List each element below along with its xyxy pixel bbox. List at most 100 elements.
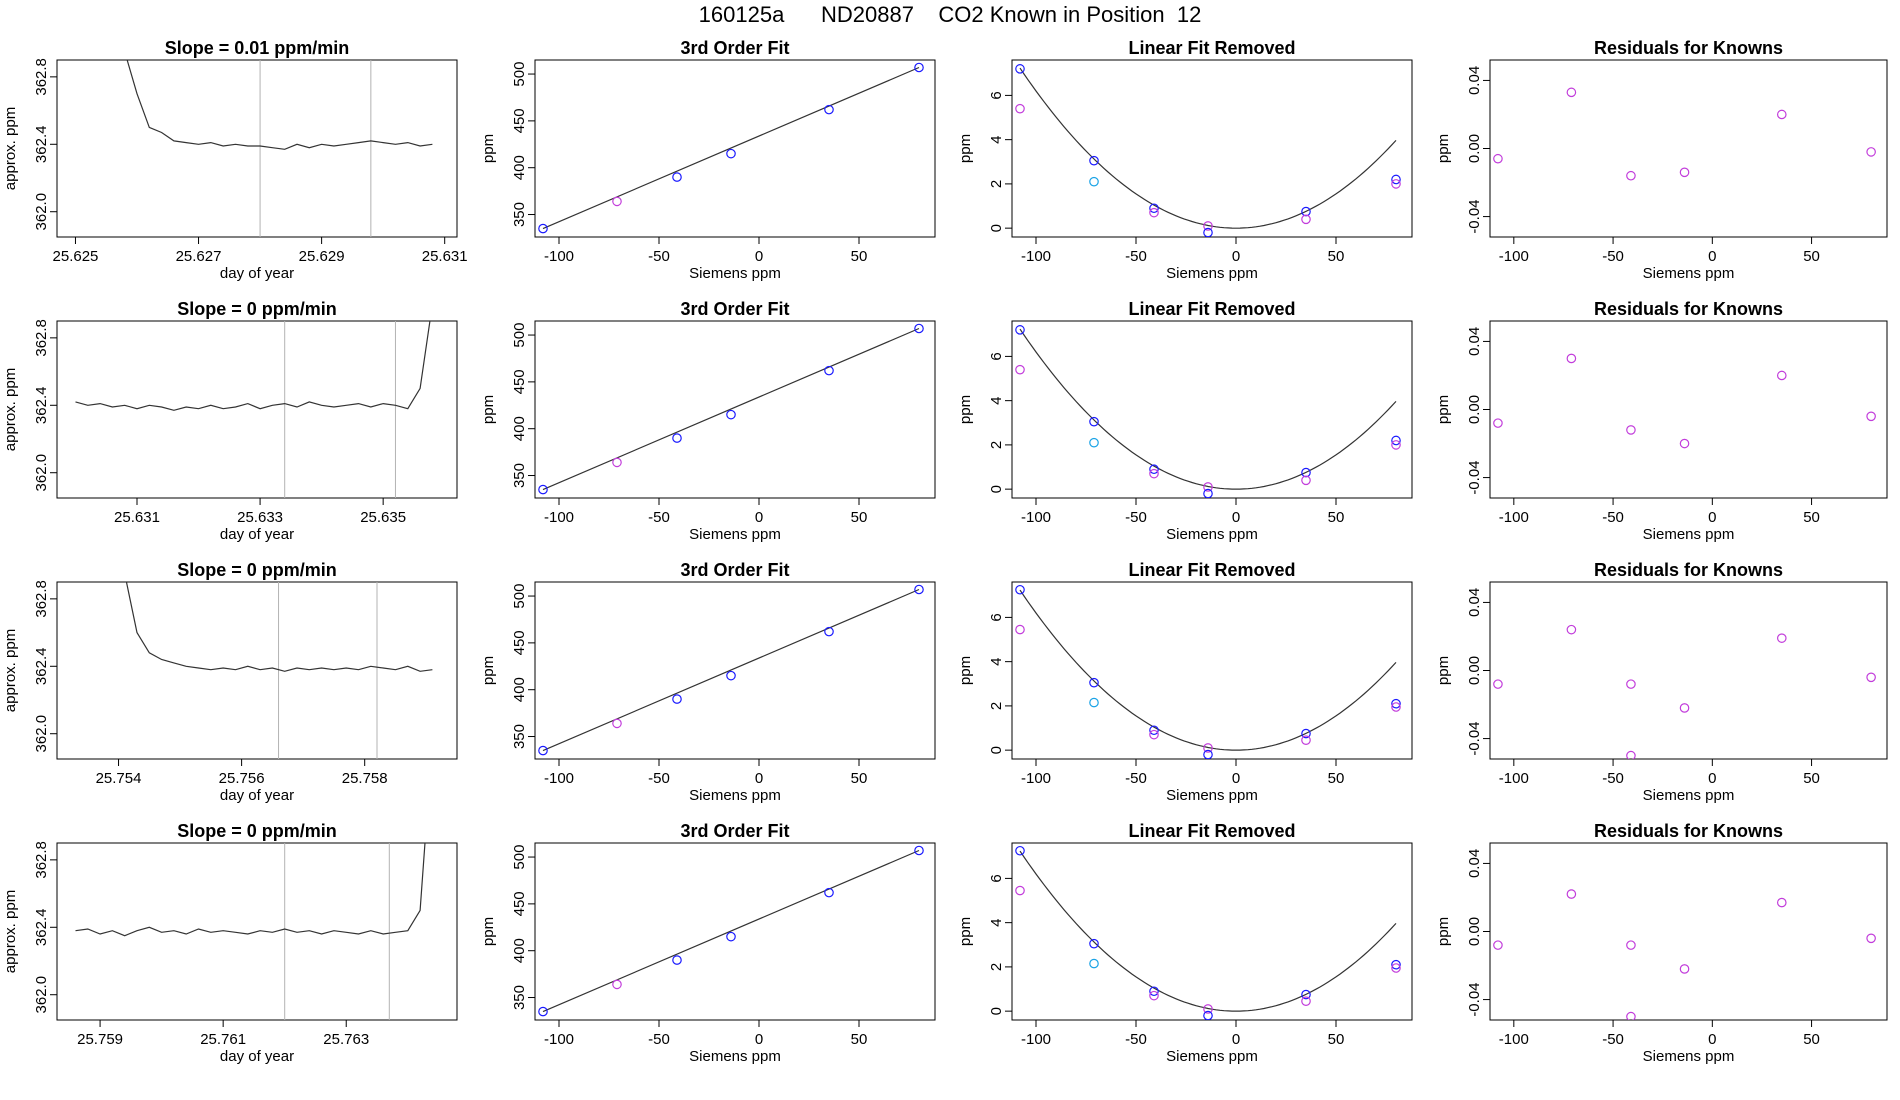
x-tick-label: 50 — [1328, 509, 1345, 526]
y-tick-label: 2 — [988, 180, 1005, 188]
x-axis-label: Siemens ppm — [689, 526, 781, 543]
panel-title: 3rd Order Fit — [680, 38, 789, 58]
panel-timeseries-row3: Slope = 0 ppm/min 25.754 25.756 25.758 362.0… — [2, 560, 458, 804]
data-point — [1149, 986, 1159, 997]
y-tick-label: 0.04 — [1466, 849, 1483, 878]
data-point — [1493, 940, 1503, 950]
data-point — [1203, 1004, 1213, 1014]
data-point — [824, 887, 834, 898]
data-point — [1391, 179, 1401, 189]
series-line — [125, 582, 433, 672]
y-tick-label: 362.4 — [33, 648, 50, 686]
y-tick-label: 400 — [511, 938, 528, 963]
x-tick-label: -50 — [1602, 509, 1624, 526]
data-point — [914, 584, 924, 595]
panel-title: Linear Fit Removed — [1128, 560, 1295, 580]
data-point — [1089, 437, 1099, 448]
x-tick-label: 50 — [1803, 770, 1820, 787]
y-tick-label: 0 — [988, 485, 1005, 493]
y-axis-label: approx. ppm — [2, 890, 19, 973]
panel-residuals-row3: Residuals for Knowns -100 -50 0 50 -0.04 0.00 0… — [1435, 560, 1888, 804]
data-point — [672, 694, 682, 704]
plot-area — [538, 323, 924, 495]
y-tick-label: 450 — [511, 891, 528, 916]
y-axis-label: ppm — [480, 917, 497, 946]
plot-frame — [1489, 59, 1888, 238]
x-tick-label: 50 — [1328, 1031, 1345, 1048]
y-tick-label: 450 — [511, 108, 528, 133]
data-point — [1301, 989, 1311, 1000]
x-tick-label: -100 — [1021, 1031, 1051, 1048]
panel-title: Slope = 0 ppm/min — [177, 299, 337, 319]
y-tick-label: 6 — [988, 352, 1005, 360]
y-tick-label: 4 — [988, 396, 1005, 404]
x-tick-label: 50 — [851, 770, 868, 787]
y-tick-label: 4 — [988, 657, 1005, 665]
data-point — [1493, 418, 1503, 428]
plot-area — [1015, 584, 1401, 759]
y-axis-label: ppm — [957, 917, 974, 946]
x-tick-label: 0 — [755, 770, 763, 787]
y-axis-label: ppm — [1435, 656, 1452, 685]
data-point — [612, 196, 622, 207]
y-tick-label: 4 — [988, 135, 1005, 143]
x-tick-label: 50 — [1803, 1031, 1820, 1048]
data-point — [1866, 672, 1876, 683]
data-point — [726, 931, 736, 942]
x-tick-label: -50 — [1602, 248, 1624, 265]
panel-title: Residuals for Knowns — [1594, 38, 1783, 58]
panel-title: Linear Fit Removed — [1128, 38, 1295, 58]
data-point — [1301, 735, 1311, 745]
x-tick-label: 25.759 — [77, 1031, 123, 1048]
x-axis-label: day of year — [220, 526, 294, 543]
panel-fit-row2: 3rd Order Fit -100 -50 0 50 350 400 450 500 Sieme… — [480, 299, 936, 543]
x-axis-label: day of year — [220, 265, 294, 282]
y-tick-label: 500 — [511, 584, 528, 609]
x-tick-label: 25.756 — [219, 770, 265, 787]
y-tick-label: 2 — [988, 963, 1005, 971]
panel-timeseries-row1: Slope = 0.01 ppm/min 25.625 25.627 25.629 25… — [2, 38, 468, 282]
data-point — [1149, 990, 1159, 1001]
plot-frame — [534, 581, 936, 760]
data-point — [1626, 940, 1636, 950]
panel-residuals-row1: Residuals for Knowns -100 -50 0 50 -0.04 0.00 0… — [1435, 38, 1888, 282]
quadratic-curve — [1019, 589, 1397, 751]
y-tick-label: 0.00 — [1466, 395, 1483, 424]
panel-title: Slope = 0.01 ppm/min — [165, 38, 350, 58]
y-tick-label: 2 — [988, 702, 1005, 710]
y-tick-label: 362.4 — [33, 387, 50, 425]
x-axis-label: day of year — [220, 787, 294, 804]
data-point — [1149, 203, 1159, 214]
data-point — [914, 845, 924, 856]
x-tick-label: 50 — [851, 509, 868, 526]
y-tick-label: 6 — [988, 613, 1005, 621]
data-point — [1015, 325, 1025, 335]
y-tick-label: 500 — [511, 62, 528, 87]
y-tick-label: 362.4 — [33, 909, 50, 947]
data-point — [1626, 679, 1636, 689]
x-axis-label: Siemens ppm — [689, 1048, 781, 1065]
data-point — [1203, 749, 1213, 759]
y-tick-label: 350 — [511, 985, 528, 1010]
x-tick-label: 0 — [1708, 509, 1716, 526]
data-point — [1493, 153, 1503, 164]
data-point — [1149, 207, 1159, 218]
plot-area — [1493, 889, 1876, 1020]
panel-title: Residuals for Knowns — [1594, 560, 1783, 580]
x-tick-label: 25.758 — [342, 770, 388, 787]
quadratic-curve — [1019, 67, 1397, 229]
y-axis-label: ppm — [957, 395, 974, 424]
plot-frame — [56, 59, 458, 238]
data-point — [1015, 584, 1025, 595]
data-point — [1866, 933, 1876, 944]
y-axis-label: ppm — [957, 134, 974, 163]
x-axis-label: Siemens ppm — [1643, 265, 1735, 282]
y-tick-label: 0 — [988, 224, 1005, 232]
plot-area — [1493, 87, 1876, 181]
plot-area — [1015, 325, 1401, 498]
data-point — [538, 1006, 548, 1017]
x-tick-label: -50 — [1602, 1031, 1624, 1048]
y-axis-label: approx. ppm — [2, 629, 19, 712]
y-tick-label: -0.04 — [1466, 982, 1483, 1016]
plot-frame — [1489, 581, 1888, 760]
